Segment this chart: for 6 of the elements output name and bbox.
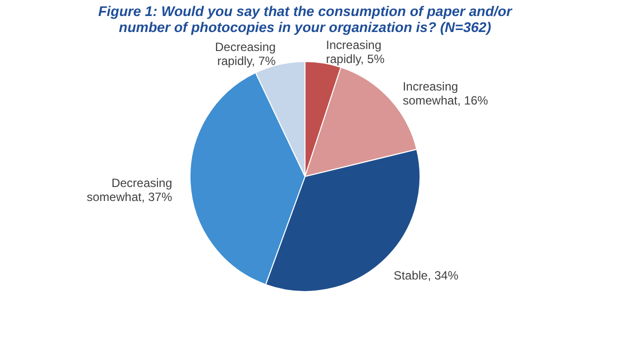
chart-title: Figure 1: Would you say that the consumption of paper and/or number of photocopies in your organization is? (N=362) [98, 3, 514, 36]
slice-label: Decreasing somewhat, 37% [86, 176, 172, 204]
slice-label: Increasing rapidly, 5% [326, 38, 385, 66]
slice-label: Decreasing rapidly, 7% [214, 40, 276, 68]
slice-label: Increasing somewhat, 16% [402, 79, 488, 108]
slice-label: Stable, 34% [394, 268, 459, 283]
